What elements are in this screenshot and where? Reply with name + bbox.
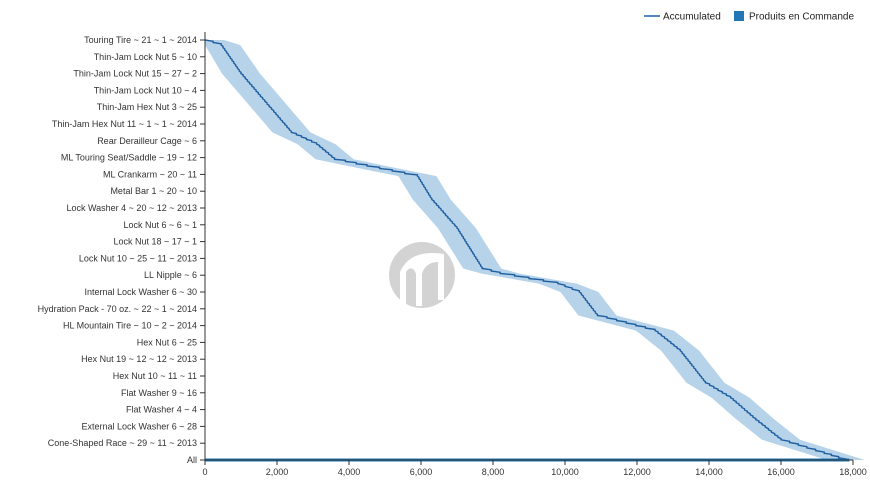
x-tick-label: 16,000	[767, 467, 795, 477]
x-tick-label: 0	[202, 467, 207, 477]
x-tick-label: 12,000	[623, 467, 651, 477]
y-tick-label: Hydration Pack - 70 oz. ~ 22 ~ 1 ~ 2014	[38, 304, 197, 314]
legend-bar-label: Produits en Commande	[749, 12, 854, 23]
x-axis: 0 2,000 4,000 6,000 8,000 10,000 12,000 14,000 1…	[202, 459, 867, 477]
x-tick-label: 14,000	[695, 467, 723, 477]
y-tick-label: Thin-Jam Lock Nut 10 ~ 4	[94, 85, 197, 95]
y-tick-label: Thin-Jam Lock Nut 5 ~ 10	[94, 52, 197, 62]
legend-line-label: Accumulated	[663, 12, 721, 23]
y-tick-label: Internal Lock Washer 6 ~ 30	[85, 287, 197, 297]
legend-bar-swatch	[734, 11, 744, 21]
x-tick-label: 6,000	[410, 467, 433, 477]
x-tick-label: 2,000	[266, 467, 289, 477]
y-tick-label: HL Mountain Tire ~ 10 ~ 2 ~ 2014	[63, 321, 197, 331]
y-tick-label: Thin-Jam Lock Nut 15 ~ 27 ~ 2	[73, 69, 197, 79]
x-tick-label: 18,000	[839, 467, 867, 477]
y-tick-label: Cone-Shaped Race ~ 29 ~ 11 ~ 2013	[48, 438, 197, 448]
y-tick-label: Hex Nut 6 ~ 25	[137, 337, 197, 347]
y-tick-label: Lock Nut 6 ~ 6 ~ 1	[123, 220, 197, 230]
y-tick-label: ML Crankarm ~ 20 ~ 11	[103, 169, 197, 179]
accumulated-band-area	[205, 40, 865, 460]
y-tick-label: Thin-Jam Hex Nut 11 ~ 1 ~ 1 ~ 2014	[52, 119, 197, 129]
y-tick-label: LL Nipple ~ 6	[144, 270, 197, 280]
y-tick-label: Flat Washer 4 ~ 4	[126, 405, 197, 415]
y-axis: Touring Tire ~ 21 ~ 1 ~ 2014 Thin-Jam Loc…	[38, 32, 206, 465]
watermark-logo-mark	[400, 252, 444, 306]
y-tick-label: Flat Washer 9 ~ 16	[121, 388, 197, 398]
y-tick-label: External Lock Washer 6 ~ 28	[82, 421, 197, 431]
accumulated-line	[204, 39, 847, 460]
y-tick-label: Lock Washer 4 ~ 20 ~ 12 ~ 2013	[66, 203, 197, 213]
x-tick-label: 8,000	[482, 467, 505, 477]
y-tick-label: Rear Derailleur Cage ~ 6	[97, 136, 197, 146]
x-tick-label: 10,000	[551, 467, 579, 477]
y-tick-label: Metal Bar 1 ~ 20 ~ 10	[110, 186, 197, 196]
y-tick-label: Hex Nut 10 ~ 11 ~ 11	[113, 371, 197, 381]
x-tick-label: 4,000	[338, 467, 361, 477]
legend: Accumulated Produits en Commande	[644, 11, 854, 23]
y-tick-label: Touring Tire ~ 21 ~ 1 ~ 2014	[84, 35, 197, 45]
y-tick-label: Hex Nut 19 ~ 12 ~ 12 ~ 2013	[81, 354, 197, 364]
y-tick-label: Lock Nut 10 ~ 25 ~ 11 ~ 2013	[79, 253, 197, 263]
accumulated-band	[205, 40, 865, 460]
y-tick-label: All	[187, 455, 197, 465]
y-tick-label: ML Touring Seat/Saddle ~ 19 ~ 12	[61, 153, 197, 163]
y-tick-label: Lock Nut 18 ~ 17 ~ 1	[113, 237, 197, 247]
watermark-logo	[389, 242, 455, 308]
y-tick-label: Thin-Jam Hex Nut 3 ~ 25	[97, 102, 197, 112]
accumulated-line-path	[204, 39, 847, 460]
